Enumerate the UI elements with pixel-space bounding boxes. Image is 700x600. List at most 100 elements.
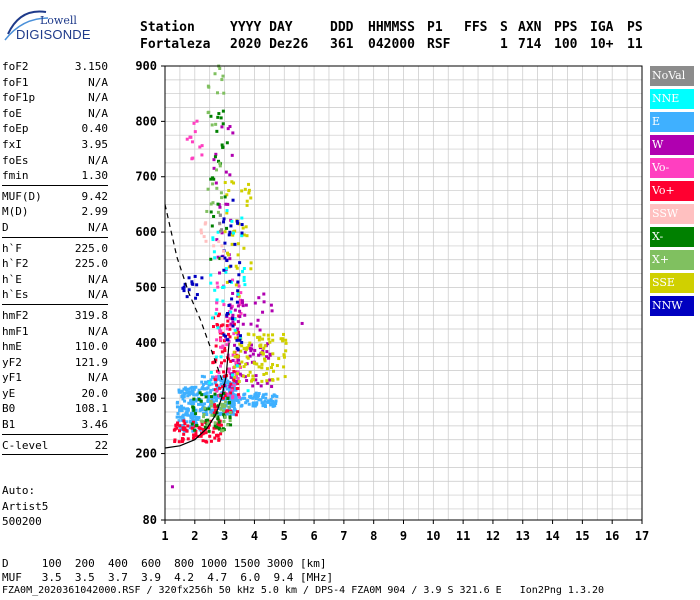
echo-point-e [212,395,216,399]
echo-point-vo- [191,426,195,430]
echo-point-w [230,153,234,157]
echo-point-x- [220,402,224,406]
param-value: N/A [88,288,108,302]
echo-point-e [192,399,196,403]
echo-point-sse [262,357,266,361]
echo-point-x- [203,425,207,429]
echo-point-vo- [223,346,227,350]
param-row-fmin: fmin 1.30 [2,169,108,185]
legend-item-ssw: SSW [650,204,694,224]
echo-point-e [231,410,235,414]
echo-point-e [243,396,247,400]
echo-point-x- [209,257,213,261]
echo-point-w [234,380,238,384]
echo-point-e [204,410,208,414]
echo-point-vo- [211,360,215,364]
echo-point-e [177,390,181,394]
echo-point-sse [245,346,249,350]
echo-point-sse [226,253,230,257]
echo-point-nnw [238,334,242,338]
echo-point-e [205,413,209,417]
echo-point-e [217,374,221,378]
echo-point-vo- [220,361,224,365]
echo-point-x- [218,164,222,168]
echo-point-vo- [217,371,221,375]
echo-point-x- [228,416,232,420]
echo-point-sse [282,332,286,336]
echo-point-e [233,408,237,412]
echo-point-x- [193,428,197,432]
echo-point-x- [203,406,207,410]
echo-point-nne [229,280,233,284]
param-value: N/A [88,272,108,286]
echo-point-nne [211,236,215,240]
echo-point-e [185,413,189,417]
echo-point-nne [240,234,244,238]
echo-point-e [178,408,182,412]
echo-point-vo- [236,336,240,340]
param-row-b0: B0 108.1 [2,402,108,418]
echo-point-vo- [221,385,225,389]
echo-point-w [262,300,266,304]
param-divider [2,184,108,186]
echo-point-w [238,315,242,319]
param-row-fxi: fxI 3.95 [2,138,108,154]
echo-point-e [264,392,268,396]
echo-point-e [193,419,197,423]
echo-point-vo- [221,344,225,348]
echo-point-x- [213,155,217,159]
echo-point-vo- [215,433,219,437]
echo-point-w [250,343,254,347]
echo-point-x- [206,187,210,191]
echo-point-sse [245,199,249,203]
echo-point-w [265,350,269,354]
echo-point-e [181,414,185,418]
echo-point-e [187,387,191,391]
y-tick-label: 800 [135,114,157,128]
echo-point-nne [214,355,218,359]
echo-point-x- [215,186,219,190]
echo-point-nne [213,256,217,260]
echo-point-sse [268,340,272,344]
echo-point-sse [266,333,270,337]
echo-point-nne [233,328,237,332]
echo-point-vo- [228,317,232,321]
echo-point-nnw [238,261,242,265]
echo-point-w [244,303,248,307]
param-row-muf-d-: MUF(D) 9.42 [2,190,108,206]
x-tick-label: 13 [516,529,530,543]
echo-point-e [253,393,257,397]
echo-point-e [176,415,180,419]
legend-item-e: E [650,112,694,132]
echo-point-vo- [202,431,206,435]
echo-point-e [176,412,180,416]
param-name: hmF2 [2,308,29,322]
echo-point-e [185,420,189,424]
echo-point-nnw [194,296,198,300]
echo-point-e [229,394,233,398]
echo-point-e [207,394,211,398]
param-group-confidence: C-level 22 [2,439,108,455]
muf-table-muf-row: MUF 3.5 3.5 3.7 3.9 4.2 4.7 6.0 9.4 [MHz… [2,570,334,584]
echo-point-e [177,388,181,392]
autoscaling-info: Auto: Artist5 500200 [2,483,48,530]
x-tick-label: 12 [486,529,500,543]
echo-point-vo- [223,349,227,353]
echo-point-w [228,385,232,389]
param-name: yE [2,386,16,400]
legend-item-vo-: Vo- [650,158,694,178]
param-name: M(D) [2,205,29,219]
y-tick-label: 200 [135,447,157,461]
echo-point-e [217,406,221,410]
echo-point-e [232,403,236,407]
echo-point-vo- [200,423,204,427]
echo-point-e [225,412,229,416]
echo-point-w [226,127,230,131]
echo-point-w [238,372,242,376]
echo-point-sse [234,283,238,287]
echo-point-x- [217,427,221,431]
param-name: hmF1 [2,324,29,338]
echo-point-sse [234,336,238,340]
legend-item-noval: NoVal [650,66,694,86]
param-name: h`E [2,272,22,286]
